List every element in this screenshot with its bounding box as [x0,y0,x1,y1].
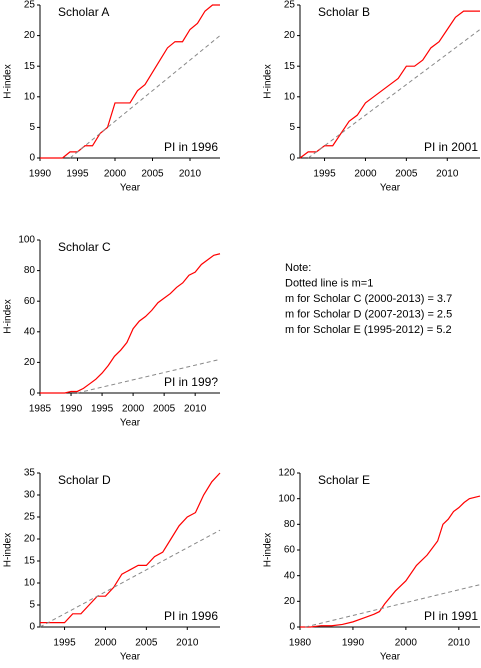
x-tick-label: 1990 [29,169,52,180]
y-tick-label: 0 [29,388,35,399]
y-tick-label: 10 [24,91,36,102]
y-axis-label: H-index [3,299,14,333]
reference-line [39,529,221,628]
y-tick-label: 20 [284,596,296,607]
x-tick-label: 2010 [436,169,459,180]
chart-title: Scholar B [318,5,370,19]
y-tick-label: 60 [284,545,296,556]
reference-line [69,35,221,159]
note-line: Dotted line is m=1 [285,277,373,289]
y-tick-label: 20 [24,30,36,41]
x-axis-label: Year [380,183,401,194]
chart-title: Scholar C [58,240,111,254]
annotation: PI in 1991 [424,609,478,623]
x-tick-label: 1995 [53,638,76,649]
y-tick-label: 0 [29,153,35,164]
x-tick-label: 2005 [153,404,176,415]
y-tick-label: 60 [24,296,36,307]
y-tick-label: 5 [29,600,35,611]
chart-title: Scholar D [58,473,111,487]
y-tick-label: 20 [284,30,296,41]
y-tick-label: 80 [284,519,296,530]
y-tick-label: 25 [24,0,36,11]
h-index-line [300,495,481,628]
y-tick-label: 15 [24,61,36,72]
y-tick-label: 20 [24,357,36,368]
x-tick-label: 2000 [122,404,145,415]
x-tick-label: 2010 [179,169,202,180]
y-tick-label: 100 [278,493,295,504]
x-axis-label: Year [120,183,141,194]
h-index-line [40,4,220,159]
reference-line [77,358,221,394]
y-tick-label: 40 [24,326,36,337]
y-tick-label: 25 [284,0,296,11]
y-tick-label: 0 [289,153,295,164]
y-tick-label: 20 [24,534,36,545]
x-axis-label: Year [120,418,141,429]
y-axis-label: H-index [3,533,14,567]
x-tick-label: 1990 [60,404,83,415]
x-tick-label: 2005 [395,169,418,180]
reference-line [307,29,481,159]
annotation: PI in 1996 [164,140,218,154]
y-tick-label: 10 [284,91,296,102]
y-axis-label: H-index [263,533,274,567]
note-line: m for Scholar E (1995-2012) = 5.2 [285,324,452,336]
y-tick-label: 35 [24,468,36,479]
y-tick-label: 120 [278,468,295,479]
reference-line [305,584,481,628]
h-index-line [40,253,221,394]
y-tick-label: 15 [284,61,296,72]
x-tick-label: 2000 [104,169,127,180]
y-tick-label: 30 [24,490,36,501]
x-tick-label: 2010 [448,638,471,649]
y-tick-label: 15 [24,556,36,567]
x-axis-label: Year [380,652,401,663]
h-index-line [299,10,480,159]
x-tick-label: 1995 [66,169,89,180]
y-tick-label: 40 [284,570,296,581]
annotation: PI in 199? [164,375,218,389]
y-axis-label: H-index [263,64,274,98]
x-tick-label: 1990 [342,638,365,649]
x-tick-label: 2000 [395,638,418,649]
y-tick-label: 25 [24,512,36,523]
x-tick-label: 1995 [313,169,336,180]
note-line: m for Scholar D (2007-2013) = 2.5 [285,308,452,320]
y-tick-label: 100 [18,235,35,246]
y-tick-label: 0 [29,622,35,633]
x-tick-label: 2010 [176,638,199,649]
y-tick-label: 10 [24,578,36,589]
annotation: PI in 2001 [424,140,478,154]
y-tick-label: 0 [289,622,295,633]
chart-title: Scholar A [58,5,109,19]
y-tick-label: 5 [29,122,35,133]
y-tick-label: 5 [289,122,295,133]
x-tick-label: 1985 [29,404,52,415]
h-index-line [40,472,221,624]
x-tick-label: 1980 [289,638,312,649]
x-tick-label: 2000 [354,169,377,180]
x-tick-label: 2005 [135,638,158,649]
x-tick-label: 2010 [184,404,207,415]
x-tick-label: 1995 [91,404,114,415]
chart-title: Scholar E [318,473,370,487]
x-tick-label: 2000 [94,638,117,649]
note-line: m for Scholar C (2000-2013) = 3.7 [285,293,452,305]
y-axis-label: H-index [3,64,14,98]
annotation: PI in 1996 [164,609,218,623]
x-tick-label: 2005 [141,169,164,180]
x-axis-label: Year [120,652,141,663]
y-tick-label: 80 [24,265,36,276]
note-line: Note: [285,262,311,274]
